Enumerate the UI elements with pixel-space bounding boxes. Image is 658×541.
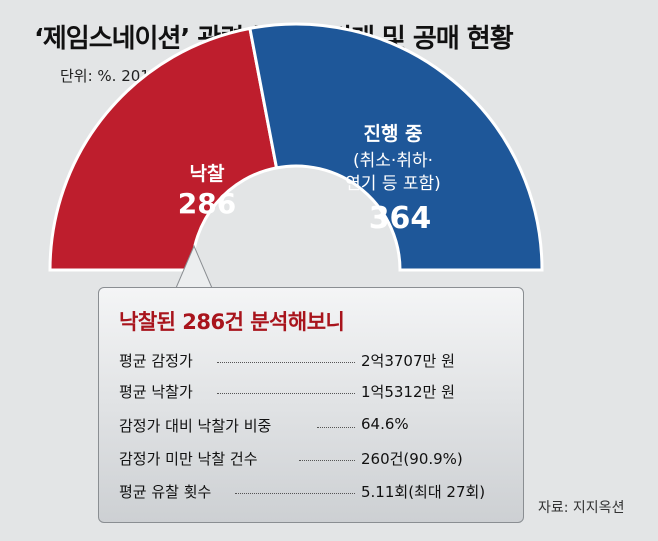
analysis-box: 낙찰된 286건 분석해보니 평균 감정가 2억3707만 원 평균 낙찰가 1… <box>98 287 524 523</box>
row-value: 2억3707만 원 <box>361 352 455 370</box>
slice-sold <box>48 26 279 272</box>
table-row: 평균 감정가 2억3707만 원 <box>119 350 511 374</box>
table-row: 평균 유찰 횟수 5.11회(최대 27회) <box>119 481 511 505</box>
table-row: 감정가 대비 낙찰가 비중 64.6% <box>119 415 511 439</box>
slice-sold-label: 낙찰 <box>190 163 225 185</box>
row-leader <box>317 427 355 428</box>
row-value: 64.6% <box>361 415 409 433</box>
row-value: 260건(90.9%) <box>361 450 463 468</box>
row-value: 1억5312만 원 <box>361 383 455 401</box>
row-leader <box>235 493 355 494</box>
slice-in-progress <box>248 22 544 272</box>
analysis-title: 낙찰된 286건 분석해보니 <box>119 310 345 334</box>
slice-in-progress-sublabel-2: 연기 등 포함) <box>345 174 441 194</box>
half-donut-chart: 낙찰 286 진행 중 (취소·취하· 연기 등 포함) 364 <box>48 22 544 289</box>
slice-in-progress-value: 364 <box>369 201 432 236</box>
row-leader <box>217 393 355 394</box>
table-row: 감정가 미만 낙찰 건수 260건(90.9%) <box>119 448 511 472</box>
row-label: 평균 감정가 <box>119 352 193 370</box>
source-note: 자료: 지지옥션 <box>538 500 625 516</box>
row-label: 감정가 대비 낙찰가 비중 <box>119 417 272 435</box>
row-value: 5.11회(최대 27회) <box>361 483 486 501</box>
row-label: 감정가 미만 낙찰 건수 <box>119 450 258 468</box>
slice-in-progress-label: 진행 중 <box>363 123 422 145</box>
table-row: 평균 낙찰가 1억5312만 원 <box>119 381 511 405</box>
slice-in-progress-sublabel-1: (취소·취하· <box>353 151 433 171</box>
row-leader <box>299 460 355 461</box>
slice-sold-value: 286 <box>178 187 236 220</box>
row-leader <box>217 362 355 363</box>
row-label: 평균 낙찰가 <box>119 383 193 401</box>
row-label: 평균 유찰 횟수 <box>119 483 212 501</box>
